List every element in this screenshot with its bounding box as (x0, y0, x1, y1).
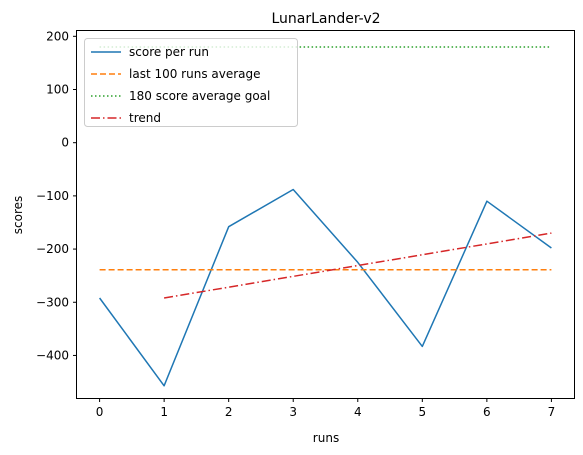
y-tick-label: −300 (36, 295, 69, 309)
x-tick-label: 0 (96, 405, 104, 419)
legend-label: trend (129, 111, 161, 125)
series-line-0 (98, 188, 552, 387)
legend-label: 180 score average goal (129, 89, 270, 103)
x-tick-label: 2 (225, 405, 233, 419)
y-axis: −400 −300 −200 −100 0 100 200 (36, 29, 77, 362)
x-tick-label: 7 (548, 405, 556, 419)
legend: score per run last 100 runs average 180 sc… (84, 38, 298, 127)
x-axis: 0 1 2 3 4 5 6 7 (96, 398, 555, 419)
y-tick-label: 0 (61, 136, 69, 150)
x-tick-label: 3 (289, 405, 297, 419)
y-tick-label: 200 (46, 29, 69, 43)
x-axis-label: runs (313, 431, 339, 445)
x-tick-label: 6 (483, 405, 491, 419)
legend-label: last 100 runs average (129, 67, 261, 81)
y-tick-label: −200 (36, 242, 69, 256)
chart-title: LunarLander-v2 (271, 11, 380, 27)
y-tick-label: 100 (46, 83, 69, 97)
x-tick-label: 4 (354, 405, 362, 419)
y-axis-label: scores (11, 196, 25, 235)
plot-area (98, 46, 552, 387)
y-tick-label: −100 (36, 189, 69, 203)
plot-frame (76, 30, 575, 399)
y-tick-label: −400 (36, 348, 69, 362)
legend-box (84, 38, 298, 127)
x-tick-label: 5 (418, 405, 426, 419)
x-tick-label: 1 (160, 405, 168, 419)
legend-label: score per run (129, 45, 209, 59)
